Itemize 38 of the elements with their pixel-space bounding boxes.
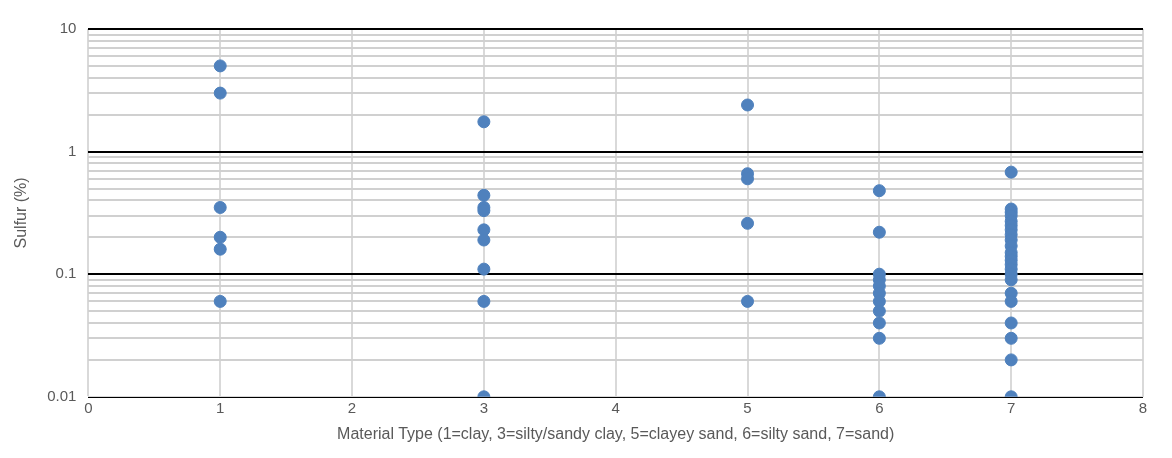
point <box>872 184 886 198</box>
point <box>872 304 886 318</box>
x-tick-label: 7 <box>1007 398 1016 416</box>
point <box>741 98 755 112</box>
x-axis-title: Material Type (1=clay, 3=silty/sandy clay, 5=clayey sand, 6=silty sand, 7=sand) <box>337 424 895 442</box>
point <box>213 242 227 256</box>
y-tick-label: 10 <box>59 19 77 37</box>
x-tick-label: 5 <box>743 398 752 416</box>
point <box>477 262 491 276</box>
point <box>477 115 491 129</box>
point <box>213 294 227 308</box>
point <box>477 233 491 247</box>
x-tick-label: 3 <box>479 398 489 416</box>
point <box>741 216 755 230</box>
x-tick-label: 0 <box>84 398 93 416</box>
point <box>213 86 227 100</box>
point <box>213 201 227 214</box>
point <box>872 225 886 239</box>
y-tick-label: 0.01 <box>47 386 77 404</box>
point <box>213 59 227 73</box>
point <box>213 230 227 244</box>
point <box>1004 316 1018 330</box>
point <box>477 188 491 202</box>
x-tick-label: 4 <box>611 398 620 416</box>
x-tick-label: 2 <box>347 398 357 416</box>
point <box>1004 331 1018 345</box>
y-axis-title: Sulfur (%) <box>12 177 30 249</box>
x-tick-label: 1 <box>216 398 225 416</box>
y-tick-label: 0.1 <box>55 264 77 282</box>
y-tick-label: 1 <box>68 141 77 159</box>
x-tick-label: 6 <box>875 398 884 416</box>
point <box>477 294 491 308</box>
point <box>1004 353 1018 367</box>
point <box>741 294 755 308</box>
point <box>872 331 886 345</box>
point <box>1004 165 1018 179</box>
x-tick-label: 8 <box>1138 398 1148 416</box>
point <box>872 316 886 330</box>
